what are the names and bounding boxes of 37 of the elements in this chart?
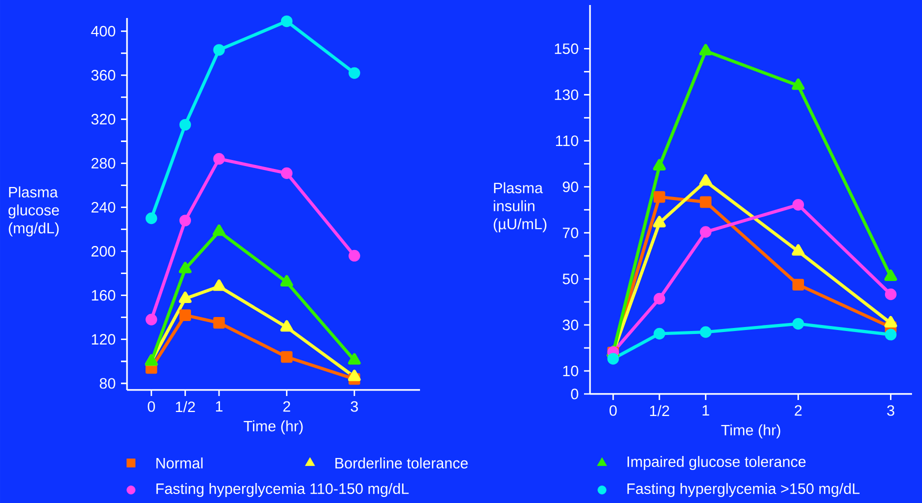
y-tick-label: 50 <box>562 274 578 284</box>
y-tick-label: 10 <box>563 366 578 376</box>
y-tick-label: 0 <box>571 388 578 400</box>
x-tick-label: 1 <box>216 401 222 412</box>
legend-label: Impaired glucose tolerance <box>628 456 806 470</box>
x-tick-label: 0 <box>148 401 155 412</box>
x-tick-label: 2 <box>794 405 802 416</box>
y-tick-label: 360 <box>91 70 116 81</box>
x-tick-label: 0 <box>610 405 617 416</box>
x-tick-label: 3 <box>887 405 894 416</box>
x-axis-title: Time (hr) <box>721 424 780 438</box>
y-tick-label: 120 <box>92 334 116 345</box>
y-tick-label: 110 <box>556 135 578 146</box>
y-tick-label: 130 <box>554 89 578 100</box>
y-axis-title: Plasma glucose (mg/dL) <box>8 186 59 236</box>
y-tick-label: 30 <box>562 320 578 330</box>
y-tick-label: 240 <box>92 202 116 213</box>
y-tick-label: 150 <box>554 43 578 54</box>
x-tick-label: 1 <box>702 405 710 416</box>
legend-label: Fasting hyperglycemia 110-150 mg/dL <box>156 482 409 497</box>
legend-label: Borderline tolerance <box>335 457 468 468</box>
legend-label: Normal <box>156 457 203 468</box>
x-tick-label: 3 <box>350 401 358 412</box>
y-tick-label: 70 <box>562 228 578 238</box>
y-tick-label: 160 <box>92 290 116 301</box>
y-tick-label: 400 <box>91 26 116 36</box>
x-tick-label: 1/2 <box>650 405 670 416</box>
y-axis-title: Plasma insulin (µU/mL) <box>494 182 546 232</box>
x-tick-label: 2 <box>283 401 290 412</box>
x-axis-title: Time (hr) <box>244 420 303 434</box>
y-tick-label: 200 <box>92 246 116 257</box>
y-tick-label: 320 <box>91 114 116 125</box>
y-tick-label: 80 <box>100 378 116 389</box>
x-tick-label: 1/2 <box>176 401 195 412</box>
y-tick-label: 280 <box>92 158 116 169</box>
y-tick-label: 90 <box>562 182 578 192</box>
legend-label: Fasting hyperglycemia >150 mg/dL <box>627 482 860 497</box>
